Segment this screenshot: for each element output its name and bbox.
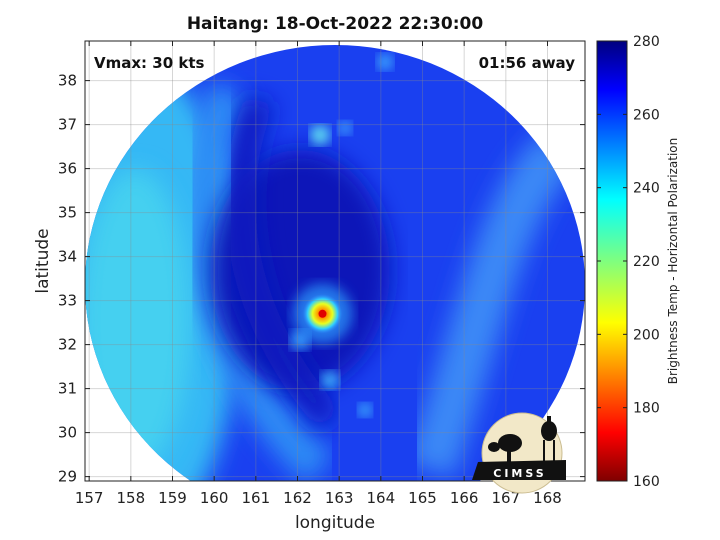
- chart-title: Haitang: 18-Oct-2022 22:30:00: [187, 14, 484, 34]
- x-tick-label: 160: [200, 489, 229, 507]
- x-axis: 157 158 159 160 161 162 163 164 165 166 167 168: [75, 41, 562, 507]
- cimss-logo: CIMSS: [472, 412, 566, 494]
- x-tick-label: 158: [117, 489, 146, 507]
- time-away-annotation: 01:56 away: [479, 54, 576, 72]
- x-tick-label: 165: [408, 489, 437, 507]
- storm-eye-core: [318, 309, 327, 318]
- x-tick-label: 167: [492, 489, 521, 507]
- x-tick-label: 157: [75, 489, 104, 507]
- x-tick-label: 161: [242, 489, 271, 507]
- x-tick-label: 166: [450, 489, 479, 507]
- colorbar-tick-label: 240: [633, 181, 660, 197]
- y-tick-label: 37: [58, 116, 77, 134]
- y-axis-label: latitude: [33, 228, 53, 293]
- plot-frame: [84, 40, 586, 482]
- colorbar: [596, 40, 628, 482]
- colorbar-tick-label: 200: [633, 327, 660, 343]
- y-tick-label: 38: [58, 72, 77, 90]
- x-tick-label: 168: [533, 489, 562, 507]
- x-tick-label: 164: [367, 489, 396, 507]
- colorbar-ticks: 160 180 200 220 240 260 280: [597, 34, 660, 490]
- y-tick-label: 34: [58, 248, 77, 266]
- x-axis-label: longitude: [295, 513, 375, 533]
- y-tick-label: 33: [58, 292, 77, 310]
- colorbar-tick-label: 280: [633, 34, 660, 50]
- colorbar-label: Brightness Temp - Horizontal Polarizatio…: [666, 138, 680, 385]
- colorbar-tick-label: 260: [633, 107, 660, 123]
- y-axis: 29 30 31 32 33 34 35 36 37 38: [58, 72, 585, 486]
- y-tick-label: 35: [58, 204, 77, 222]
- y-tick-label: 29: [58, 468, 77, 486]
- colorbar-tick-label: 220: [633, 254, 660, 270]
- logo-text: CIMSS: [493, 467, 546, 480]
- y-tick-label: 30: [58, 424, 77, 442]
- y-tick-label: 32: [58, 336, 77, 354]
- storm-center-marker: [292, 283, 353, 344]
- colorbar-tick-label: 180: [633, 401, 660, 417]
- x-tick-label: 162: [283, 489, 312, 507]
- x-tick-label: 159: [158, 489, 187, 507]
- x-tick-label: 163: [325, 489, 354, 507]
- y-tick-label: 31: [58, 380, 77, 398]
- vmax-annotation: Vmax: 30 kts: [94, 54, 204, 72]
- y-tick-label: 36: [58, 160, 77, 178]
- colorbar-tick-label: 160: [633, 474, 660, 490]
